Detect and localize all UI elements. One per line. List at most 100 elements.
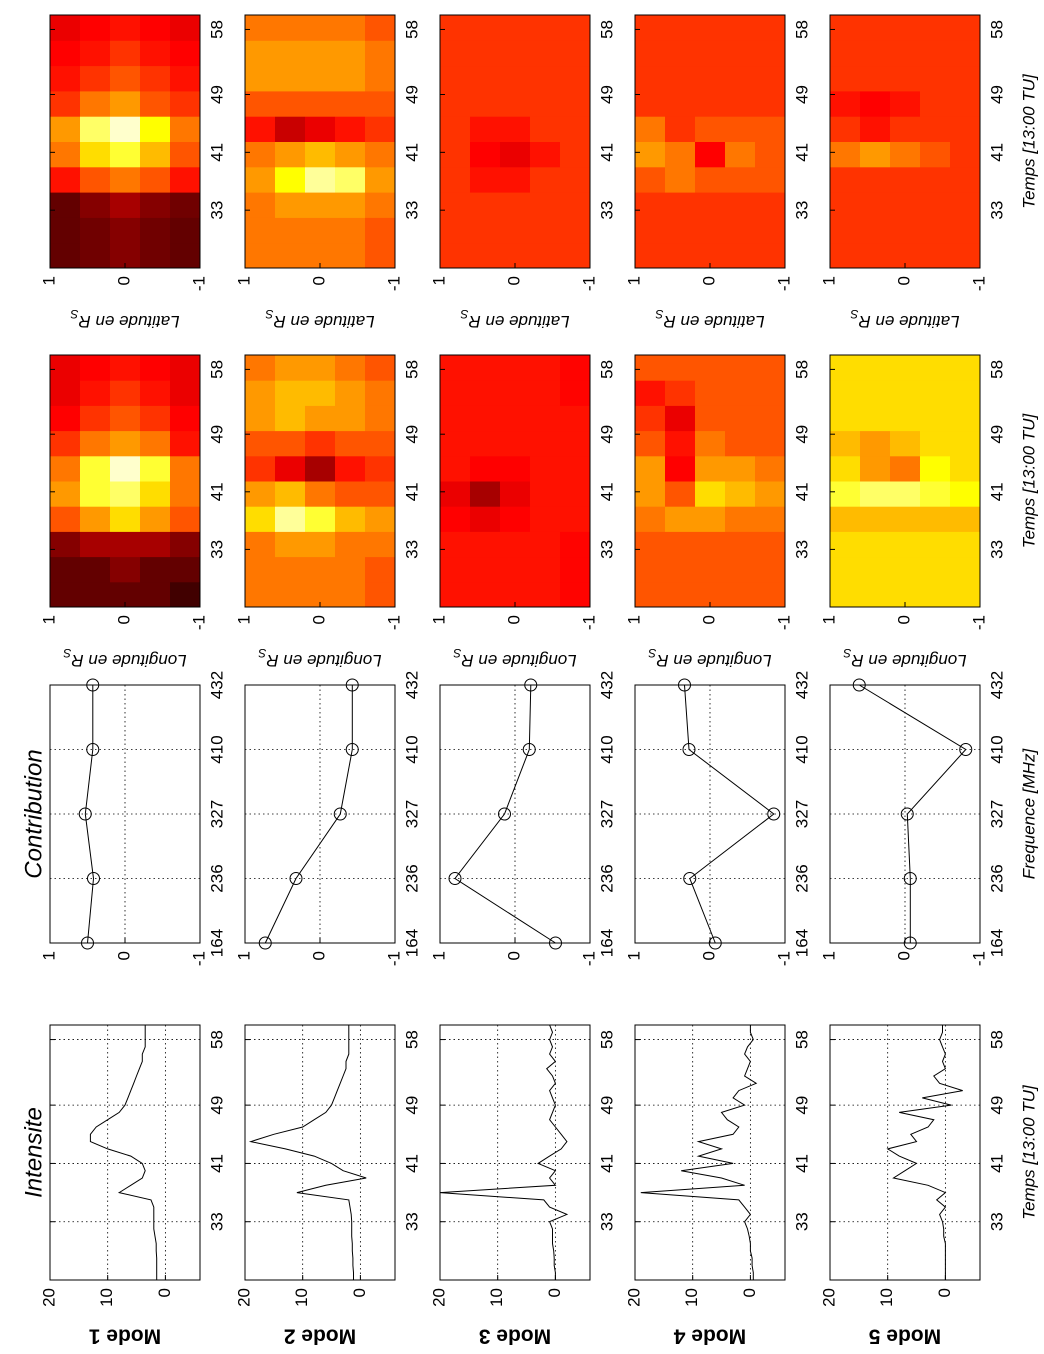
heatmap-cell bbox=[140, 90, 171, 117]
heatmap-cell bbox=[365, 455, 396, 482]
x-tick-label: 41 bbox=[597, 143, 616, 162]
heatmap-cell bbox=[920, 192, 951, 218]
heatmap-cell bbox=[305, 65, 336, 92]
heatmap-cell bbox=[920, 116, 951, 142]
marker bbox=[345, 743, 359, 756]
heatmap-cell bbox=[665, 141, 696, 168]
panel-frame bbox=[244, 1024, 396, 1281]
heatmap-cell bbox=[80, 380, 111, 406]
heatmap-cell bbox=[530, 15, 561, 41]
heatmap-cell bbox=[530, 242, 561, 269]
heatmap-cell bbox=[950, 166, 981, 193]
heatmap-cell bbox=[140, 116, 171, 142]
heatmap-cell bbox=[830, 192, 861, 218]
heatmap-cell bbox=[725, 192, 756, 218]
heatmap-cell bbox=[470, 116, 501, 142]
heatmap-cell bbox=[110, 116, 141, 142]
x-tick-label: 58 bbox=[792, 360, 811, 379]
heatmap-cell bbox=[665, 116, 696, 142]
row-label: Mode 1 bbox=[89, 1324, 162, 1347]
x-tick-label: 432 bbox=[597, 671, 616, 699]
heatmap-cell bbox=[560, 90, 591, 117]
heatmap-cell bbox=[335, 581, 366, 608]
heatmap-cell bbox=[725, 531, 756, 558]
heatmap-cell bbox=[560, 242, 591, 269]
heatmap-cell bbox=[830, 481, 861, 507]
marker bbox=[333, 807, 347, 821]
x-tick-label: 33 bbox=[987, 1212, 1006, 1231]
heatmap-cell bbox=[890, 380, 921, 406]
axis-label-main: Latitude en R bbox=[663, 312, 764, 331]
heatmap-cell bbox=[50, 116, 81, 142]
heatmap-cell bbox=[755, 15, 786, 41]
heatmap-cell bbox=[170, 40, 201, 67]
heatmap-cell bbox=[635, 556, 666, 583]
heatmap-cell bbox=[170, 405, 201, 432]
y-tick-label: 0 bbox=[699, 276, 718, 285]
panel-frame bbox=[49, 14, 201, 269]
axis-label-sub: S bbox=[460, 307, 468, 321]
heatmap-cell bbox=[890, 217, 921, 244]
column-title: Contribution bbox=[20, 749, 47, 878]
x-tick-label: 58 bbox=[987, 360, 1006, 379]
heatmap-cell bbox=[665, 242, 696, 269]
heatmap-cell bbox=[470, 581, 501, 608]
heatmap-cell bbox=[530, 531, 561, 558]
heatmap-cell bbox=[335, 455, 366, 482]
heatmap-cell bbox=[860, 65, 891, 92]
heatmap-cell bbox=[305, 217, 336, 244]
heatmap-cell bbox=[80, 90, 111, 117]
heatmap-cell bbox=[860, 581, 891, 608]
heatmap-cell bbox=[725, 116, 756, 142]
x-tick-label: 33 bbox=[207, 540, 226, 559]
heatmap-cell bbox=[50, 430, 81, 457]
heatmap-cell bbox=[245, 141, 276, 168]
heatmap-cell bbox=[335, 15, 366, 41]
y-tick-label: 0 bbox=[309, 951, 328, 960]
heatmap-cell bbox=[830, 405, 861, 432]
marker bbox=[682, 743, 696, 756]
heatmap-cell bbox=[170, 556, 201, 583]
heatmap-cell bbox=[245, 506, 276, 532]
y-tick-label: -1 bbox=[384, 615, 403, 630]
x-tick-label: 33 bbox=[402, 201, 421, 220]
x-tick-label: 49 bbox=[987, 1096, 1006, 1115]
heatmap-cell bbox=[530, 506, 561, 532]
y-tick-label: 1 bbox=[234, 615, 253, 624]
panel-frame bbox=[634, 14, 786, 269]
heatmap-cell bbox=[920, 581, 951, 608]
heatmap-cell bbox=[140, 455, 171, 482]
heatmap-cell bbox=[665, 40, 696, 67]
heatmap-cell bbox=[755, 217, 786, 244]
x-tick-label: 49 bbox=[792, 425, 811, 444]
heatmap-cell bbox=[890, 355, 921, 381]
heatmap-cell bbox=[335, 380, 366, 406]
heatmap-cell bbox=[440, 581, 471, 608]
y-tick-label: 0 bbox=[504, 951, 523, 960]
heatmap-cell bbox=[170, 242, 201, 269]
heatmap-cell bbox=[110, 556, 141, 583]
y-tick-label: 1 bbox=[39, 276, 58, 285]
x-tick-label: 49 bbox=[207, 85, 226, 104]
x-tick-label: 41 bbox=[597, 1154, 616, 1173]
heatmap-cell bbox=[665, 581, 696, 608]
heatmap-cell bbox=[500, 15, 531, 41]
heatmap-cell bbox=[470, 40, 501, 67]
heatmap-cell bbox=[50, 531, 81, 558]
y-tick-label: 1 bbox=[624, 951, 643, 960]
series-line bbox=[454, 684, 556, 944]
heatmap-cell bbox=[560, 455, 591, 482]
x-tick-label: 164 bbox=[402, 929, 421, 957]
y-tick-label: 1 bbox=[234, 276, 253, 285]
heatmap-cell bbox=[665, 380, 696, 406]
heatmap-cell bbox=[755, 531, 786, 558]
heatmap-cell bbox=[170, 15, 201, 41]
axis-label-main: Longitude en R bbox=[266, 651, 381, 670]
heatmap-cell bbox=[890, 192, 921, 218]
heatmap-cell bbox=[920, 430, 951, 457]
heatmap-cell bbox=[860, 506, 891, 532]
heatmap-cell bbox=[920, 15, 951, 41]
heatmap-cell bbox=[830, 90, 861, 117]
heatmap-cell bbox=[140, 506, 171, 532]
